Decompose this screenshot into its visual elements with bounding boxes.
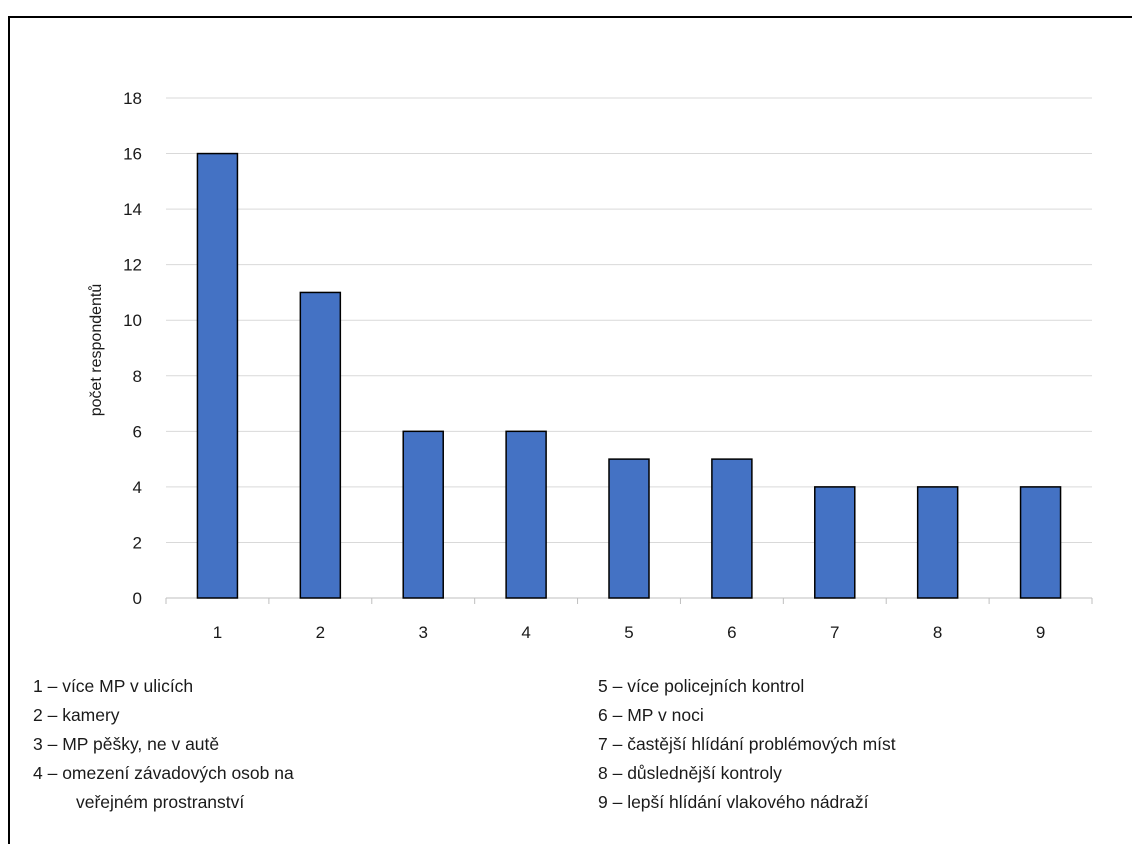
bar-8 <box>916 486 959 599</box>
bar-7 <box>814 486 856 599</box>
legend-left: 1 – více MP v ulicích 2 – kamery 3 – MP … <box>33 672 294 817</box>
y-tick-label-12: 12 <box>123 256 142 275</box>
x-tick-label-5: 5 <box>624 623 633 642</box>
bar-6 <box>711 458 753 599</box>
legend-item-4-continuation: veřejném prostranství <box>76 792 245 812</box>
legend-item-9: 9 – lepší hlídání vlakového nádraží <box>598 792 869 812</box>
bar-9 <box>1019 486 1062 599</box>
x-tick-label-1: 1 <box>213 623 222 642</box>
y-tick-label-4: 4 <box>133 478 142 497</box>
x-tick-label-2: 2 <box>316 623 325 642</box>
legend-item-4: 4 – omezení závadových osob na <box>33 763 294 783</box>
y-axis-title: počet respondentů <box>88 283 105 417</box>
legend-item-1: 1 – více MP v ulicích <box>33 676 194 696</box>
legend-item-5: 5 – více policejních kontrol <box>598 676 805 696</box>
legend-right: 5 – více policejních kontrol 6 – MP v no… <box>598 672 896 817</box>
x-tick-label-7: 7 <box>830 623 839 642</box>
x-tick-label-3: 3 <box>418 623 427 642</box>
bar-5 <box>608 458 650 599</box>
y-tick-label-0: 0 <box>133 589 142 608</box>
x-tick-label-4: 4 <box>521 623 530 642</box>
y-tick-label-14: 14 <box>123 200 142 219</box>
legend-item-3: 3 – MP pěšky, ne v autě <box>33 734 220 754</box>
legend-item-6: 6 – MP v noci <box>598 705 704 725</box>
legend-item-8: 8 – důslednější kontroly <box>598 763 782 783</box>
x-tick-label-8: 8 <box>933 623 942 642</box>
x-tick-label-6: 6 <box>727 623 736 642</box>
x-tick-label-9: 9 <box>1036 623 1045 642</box>
bar-2 <box>299 291 342 599</box>
legend-item-2: 2 – kamery <box>33 705 120 725</box>
y-tick-label-10: 10 <box>123 311 142 330</box>
legend-item-7: 7 – častější hlídání problémových míst <box>598 734 896 754</box>
y-tick-label-8: 8 <box>133 367 142 386</box>
y-tick-label-6: 6 <box>133 422 142 441</box>
y-tick-label-16: 16 <box>123 145 142 164</box>
y-tick-label-18: 18 <box>123 89 142 108</box>
y-tick-label-2: 2 <box>133 533 142 552</box>
bar-3 <box>402 430 444 599</box>
bar-1 <box>196 152 239 599</box>
bar-4 <box>505 430 547 599</box>
